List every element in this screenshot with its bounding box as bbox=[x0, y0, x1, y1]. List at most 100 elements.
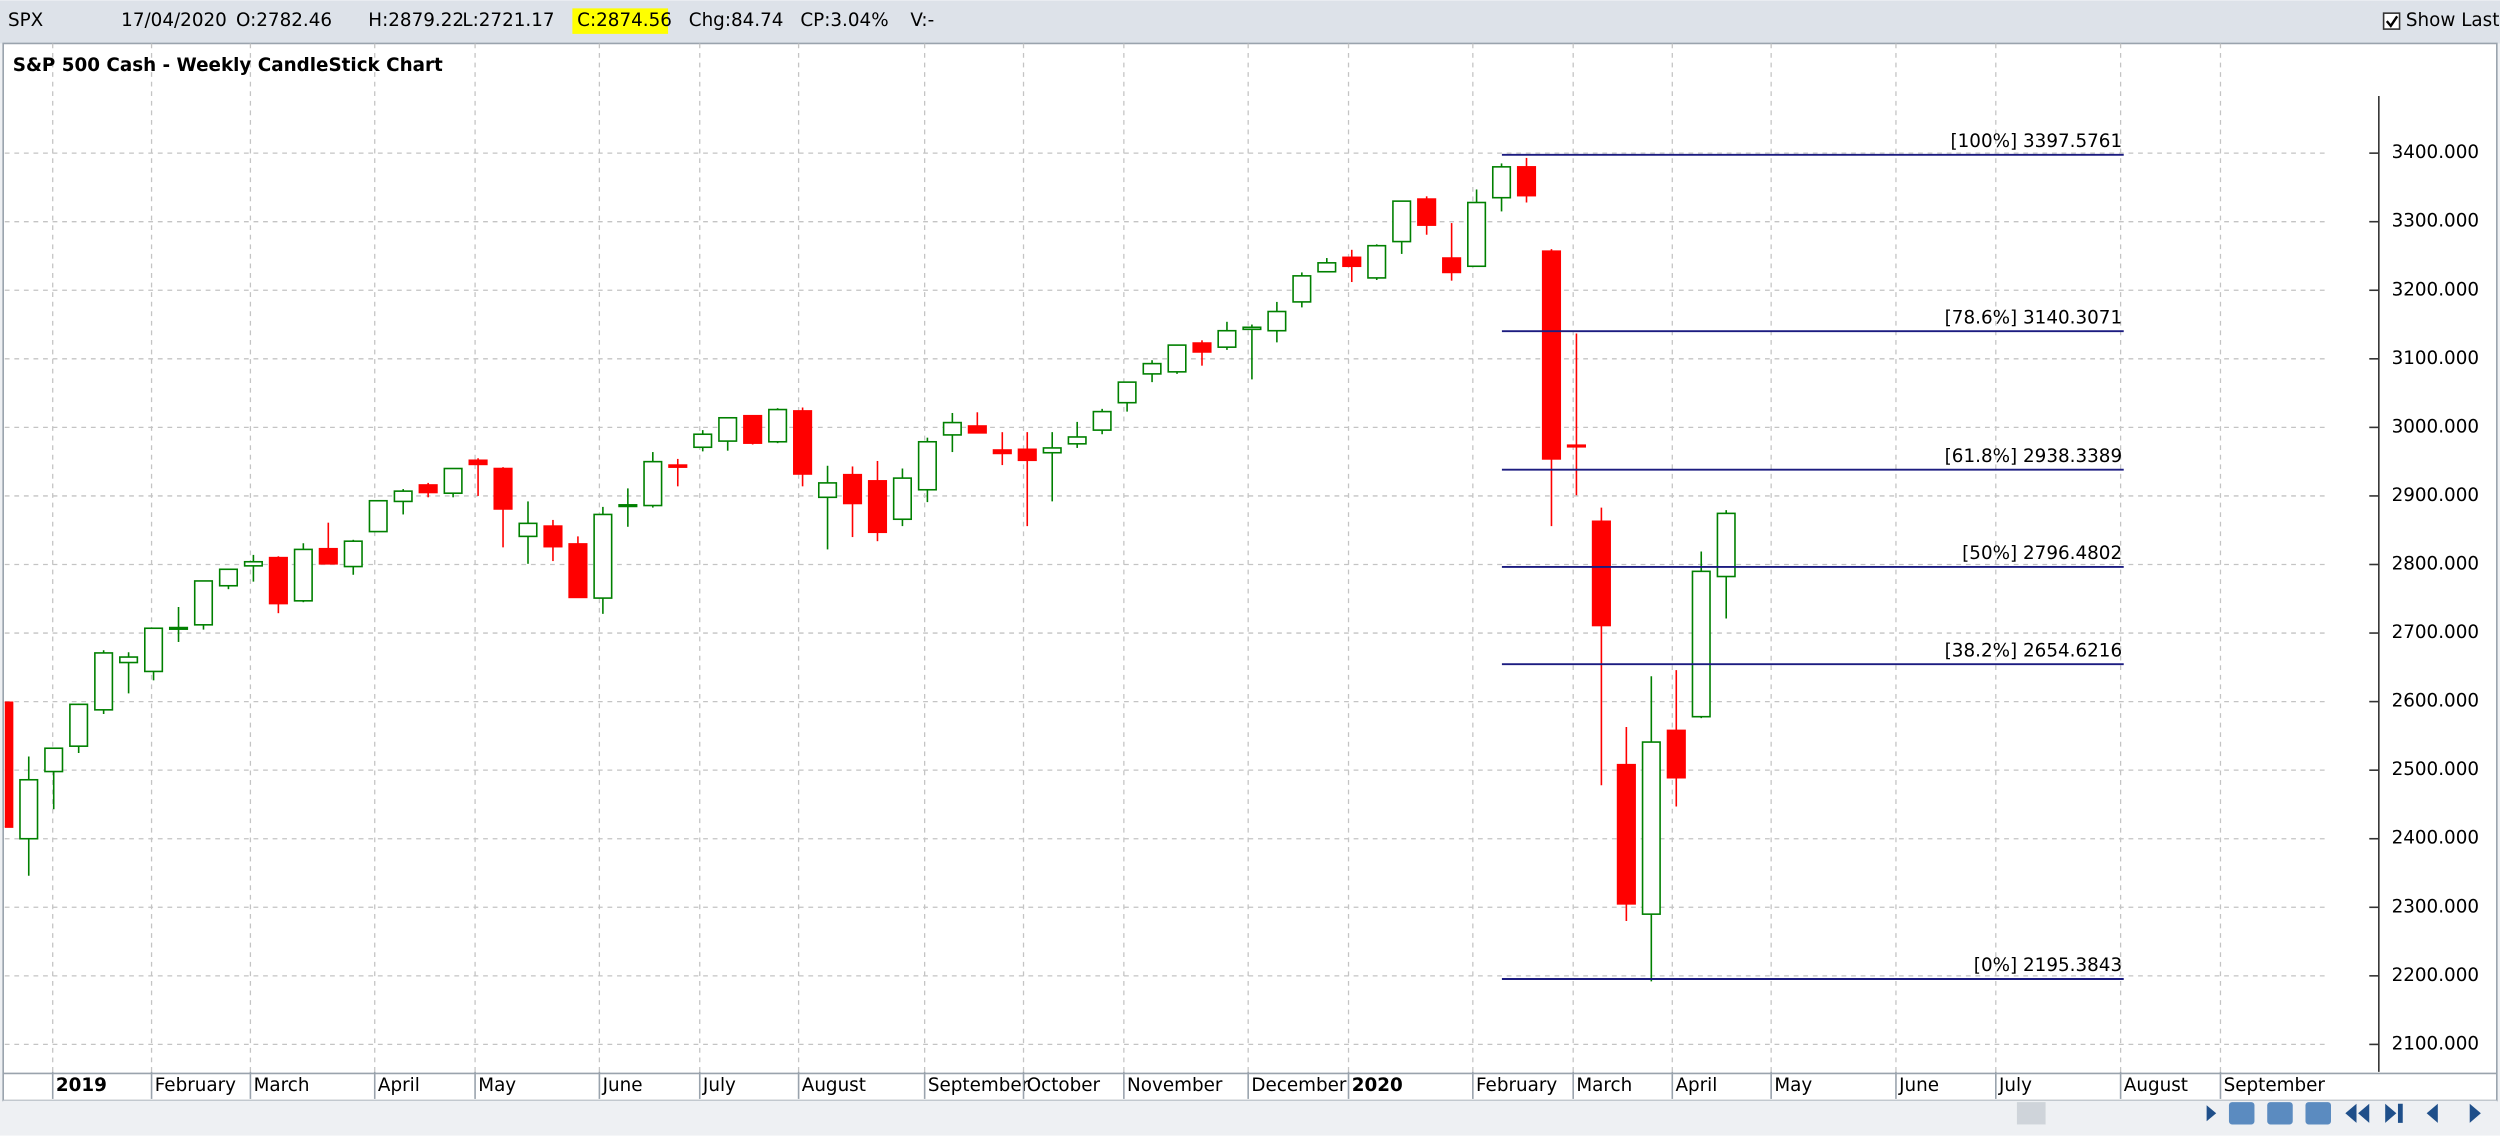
candle-body bbox=[743, 414, 763, 444]
candle-body bbox=[1442, 257, 1462, 274]
candle-body bbox=[867, 480, 888, 534]
nav-rewind[interactable] bbox=[2345, 1103, 2370, 1123]
candle-body bbox=[543, 525, 563, 548]
candle-body bbox=[119, 656, 139, 664]
candles bbox=[4, 157, 1736, 982]
candle-body bbox=[917, 440, 937, 491]
candle-body bbox=[1317, 262, 1337, 273]
y-tick-label: 3400.000 bbox=[2392, 142, 2479, 163]
show-last-checkbox[interactable]: Show Last bbox=[2382, 10, 2500, 31]
nav-button[interactable] bbox=[2305, 1102, 2331, 1125]
candle-body bbox=[1392, 200, 1412, 243]
change-percent: CP:3.04% bbox=[800, 10, 888, 31]
y-tick-label: 2300.000 bbox=[2392, 896, 2479, 917]
x-tick-label: September bbox=[2224, 1075, 2326, 1096]
x-tick-label: April bbox=[1675, 1075, 1717, 1096]
close-value: C:2874.56 bbox=[577, 10, 672, 31]
nav-forward[interactable] bbox=[2469, 1103, 2481, 1123]
y-tick-label: 2900.000 bbox=[2392, 485, 2479, 506]
candle-body bbox=[143, 627, 164, 673]
scroll-right[interactable] bbox=[2206, 1105, 2217, 1122]
chart-panel bbox=[2, 42, 2498, 1102]
x-tick-label: July bbox=[702, 1075, 736, 1096]
y-tick-label: 3200.000 bbox=[2392, 279, 2479, 300]
candle-body bbox=[1491, 166, 1512, 199]
candle-body bbox=[69, 703, 89, 747]
symbol: SPX bbox=[8, 10, 43, 31]
candle-body bbox=[393, 490, 413, 503]
candle-body bbox=[1417, 198, 1437, 226]
candle-body bbox=[168, 626, 189, 630]
fib-label: [38.2%] 2654.6216 bbox=[1945, 640, 2122, 661]
y-tick-label: 2400.000 bbox=[2392, 828, 2479, 849]
candle-body bbox=[593, 513, 613, 599]
candle-body bbox=[817, 482, 838, 499]
y-tick-label: 3000.000 bbox=[2392, 416, 2479, 437]
change-value: Chg:84.74 bbox=[689, 10, 784, 31]
candle-body bbox=[218, 568, 239, 587]
y-tick-label: 2100.000 bbox=[2392, 1033, 2479, 1054]
candle-body bbox=[468, 459, 488, 466]
candle-body bbox=[1067, 436, 1087, 445]
y-tick-label: 3300.000 bbox=[2392, 211, 2479, 232]
nav-button[interactable] bbox=[2267, 1102, 2293, 1125]
candle-body bbox=[1591, 520, 1611, 627]
candle-body bbox=[368, 499, 388, 533]
open-value: O:2782.46 bbox=[236, 10, 332, 31]
x-tick-label: May bbox=[1774, 1075, 1812, 1096]
candle-body bbox=[1467, 201, 1487, 268]
candle-body bbox=[967, 425, 987, 434]
candle-body bbox=[1516, 166, 1537, 197]
x-tick-label: 2020 bbox=[1352, 1075, 1403, 1096]
candle-body bbox=[1217, 329, 1237, 348]
y-tick-label: 2700.000 bbox=[2392, 622, 2479, 643]
checkmark bbox=[2385, 15, 2399, 28]
fib-label: [50%] 2796.4802 bbox=[1962, 543, 2122, 564]
fib-label: [100%] 3397.5761 bbox=[1950, 131, 2122, 152]
candle-body bbox=[293, 548, 313, 602]
candle-body bbox=[1167, 344, 1187, 373]
close-highlight bbox=[572, 8, 669, 34]
candle-body bbox=[1117, 381, 1137, 404]
nav-buttons bbox=[2228, 1102, 2481, 1125]
nav-button[interactable] bbox=[2228, 1102, 2255, 1125]
candle-body bbox=[268, 556, 288, 605]
candle-body bbox=[193, 580, 214, 626]
chart-title: S&P 500 Cash - Weekly CandleStick Chart bbox=[13, 55, 443, 76]
candle-body bbox=[1641, 741, 1661, 915]
candle-body bbox=[842, 473, 863, 505]
fibonacci-levels: [100%] 3397.5761 [78.6%] 3140.3071 [61.8%]… bbox=[1501, 131, 2124, 980]
fib-label: [61.8%] 2938.3389 bbox=[1945, 446, 2122, 467]
nav-back[interactable] bbox=[2426, 1103, 2438, 1123]
checkbox-label[interactable]: Show Last bbox=[2406, 10, 2499, 31]
x-tick-label: June bbox=[602, 1075, 643, 1096]
x-tick-label: July bbox=[1998, 1075, 2032, 1096]
candle-body bbox=[668, 464, 688, 468]
candle-body bbox=[892, 477, 913, 521]
candle-body bbox=[518, 522, 538, 538]
x-tick-label: June bbox=[1898, 1075, 1939, 1096]
bar-date: 17/04/2020 bbox=[121, 10, 227, 31]
nav-end[interactable] bbox=[2385, 1103, 2403, 1123]
candle-body bbox=[718, 416, 738, 442]
info-bar bbox=[0, 0, 2500, 44]
scroll-thumb[interactable] bbox=[2016, 1102, 2046, 1125]
y-tick-label: 2600.000 bbox=[2392, 691, 2479, 712]
scroll-row bbox=[3, 1100, 2497, 1127]
x-tick-label: December bbox=[1251, 1075, 1347, 1096]
y-tick-label: 2500.000 bbox=[2392, 759, 2479, 780]
candle-body bbox=[693, 433, 713, 449]
x-tick-label: February bbox=[1476, 1075, 1557, 1096]
x-tick-label: March bbox=[254, 1075, 310, 1096]
candle-body bbox=[1666, 729, 1686, 779]
candle-body bbox=[44, 747, 64, 773]
y-tick-label: 2800.000 bbox=[2392, 553, 2479, 574]
x-tick-label: April bbox=[378, 1075, 420, 1096]
candle-body bbox=[1017, 448, 1037, 462]
candle-body bbox=[443, 467, 463, 494]
candle-body bbox=[768, 408, 788, 443]
x-tick-label: 2019 bbox=[56, 1075, 107, 1096]
candle-body bbox=[1691, 570, 1711, 718]
candle-body bbox=[1042, 447, 1062, 454]
